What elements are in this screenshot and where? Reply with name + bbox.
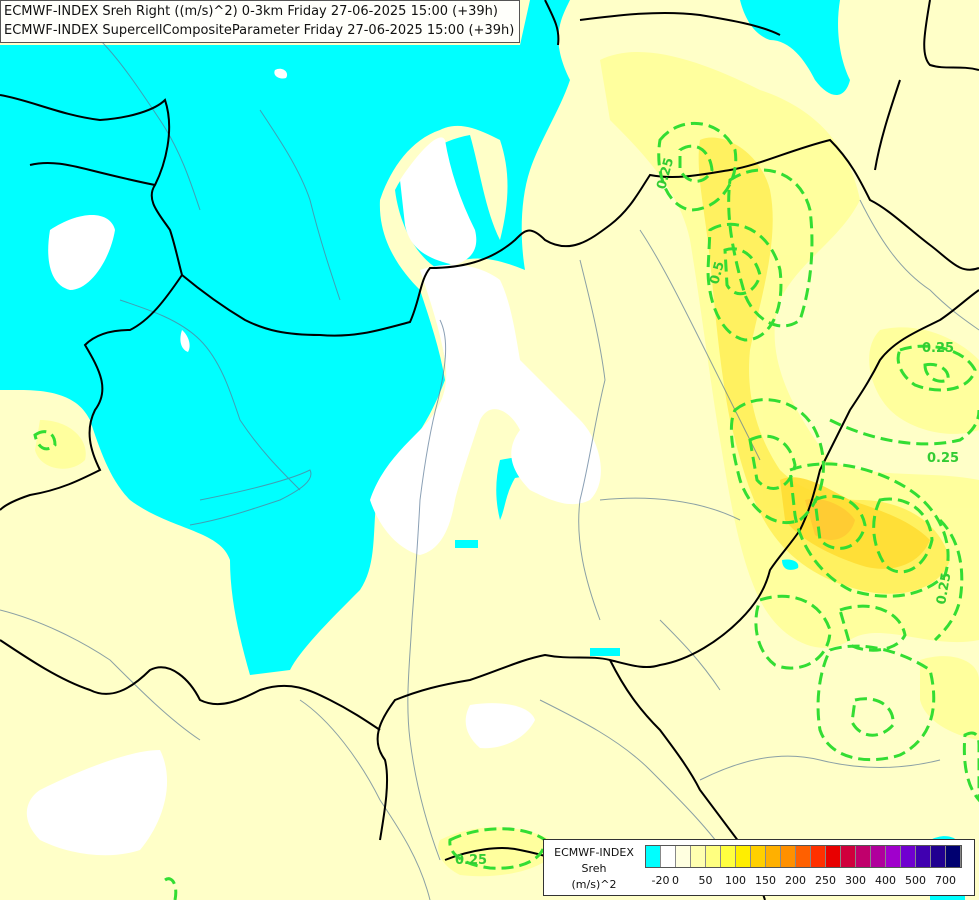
legend-swatch <box>841 846 856 867</box>
legend-swatch <box>646 846 661 867</box>
river-layer <box>0 39 979 900</box>
color-legend: ECMWF-INDEX Sreh (m/s)^2 -20 0 50 100 150 200… <box>543 839 975 896</box>
legend-tick-label: 300 <box>845 874 866 887</box>
legend-units: (m/s)^2 <box>571 878 617 891</box>
legend-ticks: -20 0 50 100 150 200 250 300 400 500 700 <box>645 874 975 888</box>
scp-contour-labels: 0.25 0.25 0.25 0.25 0.25 0.5 <box>455 156 959 868</box>
legend-swatch <box>946 846 961 867</box>
legend-tick-label: 500 <box>905 874 926 887</box>
legend-swatch <box>691 846 706 867</box>
legend-swatch <box>781 846 796 867</box>
legend-title: ECMWF-INDEX <box>554 846 634 859</box>
title-sreh: ECMWF-INDEX Sreh Right ((m/s)^2) 0-3km F… <box>4 4 498 19</box>
legend-tick-label: 700 <box>935 874 956 887</box>
legend-swatch <box>751 846 766 867</box>
legend-swatch <box>766 846 781 867</box>
contour-label: 0.25 <box>455 853 487 868</box>
title-scp: ECMWF-INDEX SupercellCompositeParameter … <box>4 23 515 38</box>
legend-tick-label: -20 <box>651 874 670 887</box>
contour-label: 0.25 <box>927 451 959 466</box>
legend-swatch <box>856 846 871 867</box>
legend-swatch <box>916 846 931 867</box>
legend-swatches <box>645 845 962 868</box>
legend-tick-label: 400 <box>875 874 896 887</box>
contour-label: 0.25 <box>934 571 954 605</box>
legend-tick-label: 0 <box>672 874 679 887</box>
contour-label: 0.5 <box>707 260 727 286</box>
map-title-box: ECMWF-INDEX Sreh Right ((m/s)^2) 0-3km F… <box>0 0 520 43</box>
contour-label: 0.25 <box>922 341 954 356</box>
legend-swatch <box>871 846 886 867</box>
legend-swatch <box>826 846 841 867</box>
legend-swatch <box>901 846 916 867</box>
legend-swatch <box>931 846 946 867</box>
legend-swatch <box>886 846 901 867</box>
legend-swatch <box>706 846 721 867</box>
legend-swatch <box>811 846 826 867</box>
legend-tick-label: 250 <box>815 874 836 887</box>
legend-tick-label: 200 <box>785 874 806 887</box>
legend-tick-label: 50 <box>698 874 713 887</box>
sreh-zero-band-layer <box>26 68 601 856</box>
legend-swatch <box>796 846 811 867</box>
legend-swatch <box>736 846 751 867</box>
legend-tick-label: 100 <box>725 874 746 887</box>
legend-swatch <box>661 846 676 867</box>
legend-swatch <box>721 846 736 867</box>
legend-subtitle: Sreh <box>581 862 607 875</box>
legend-swatch <box>676 846 691 867</box>
scp-contour-layer <box>33 121 979 900</box>
legend-tick-label: 150 <box>755 874 776 887</box>
